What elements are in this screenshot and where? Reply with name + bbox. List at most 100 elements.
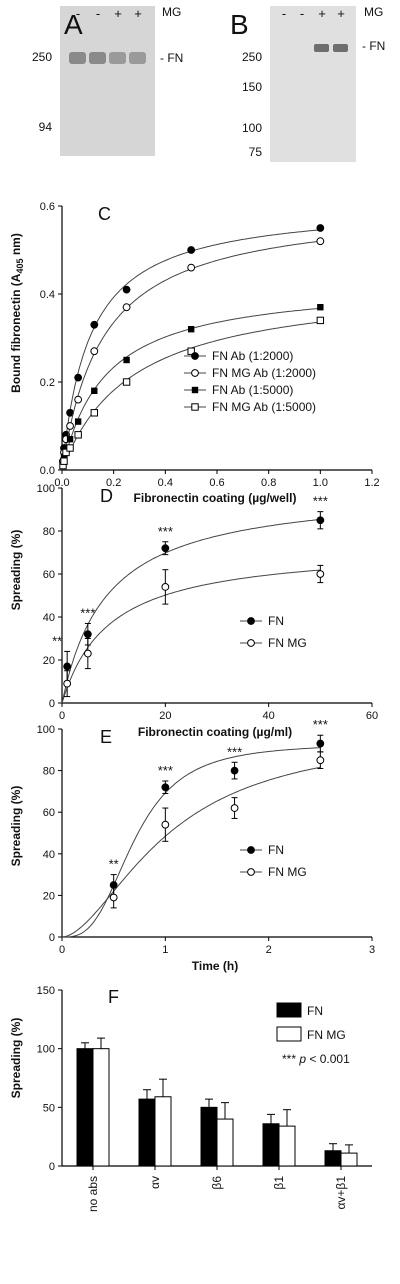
- chart-e-legend-label: FN MG: [268, 865, 307, 879]
- chart-f-bar: [262, 1123, 280, 1167]
- chart-e-y-tick-label: 80: [43, 766, 55, 778]
- chart-c-data-point: [74, 373, 83, 382]
- chart-f-legend-label: FN MG: [307, 1028, 346, 1042]
- chart-d-legend-marker: [247, 617, 255, 625]
- gel-b-lane-1: -: [282, 6, 286, 21]
- chart-c-data-point: [60, 453, 68, 460]
- chart-d-panel-letter: D: [100, 486, 113, 506]
- chart-e-data-point: [161, 820, 170, 829]
- chart-c-legend-label: FN Ab (1:2000): [212, 349, 293, 363]
- gel-b-band-3: [314, 44, 329, 52]
- gel-a-band-1: [69, 52, 86, 64]
- chart-c-legend-label: FN MG Ab (1:2000): [212, 366, 316, 380]
- chart-d-data-point: [316, 516, 325, 525]
- chart-c: C Fibronectin coating (µg/well) Bound fi…: [9, 201, 380, 505]
- chart-c-legend-marker: [191, 369, 199, 377]
- chart-e-y-tick-label: 100: [37, 724, 55, 736]
- chart-f-x-tick-label: β1: [272, 1176, 286, 1190]
- chart-f-panel-letter: F: [108, 987, 119, 1007]
- chart-e-x-tick-label: 1: [162, 944, 168, 956]
- chart-c-legend-marker: [191, 386, 199, 394]
- chart-e-legend-marker: [247, 846, 255, 854]
- gel-a-lane-4: +: [134, 6, 142, 21]
- chart-d-y-tick-label: 40: [43, 612, 55, 624]
- chart-e-significance-marker: ***: [158, 763, 173, 778]
- chart-c-data-point: [317, 304, 324, 311]
- chart-c-data-point: [66, 422, 74, 430]
- chart-c-x-axis-label: Fibronectin coating (µg/well): [134, 491, 297, 505]
- gel-a-band-3: [109, 52, 126, 64]
- gel-a-lane-1: -: [76, 6, 80, 21]
- chart-f-significance-p: p: [298, 1052, 306, 1066]
- gel-b-band-label: - FN: [362, 39, 385, 53]
- chart-e-data-point: [161, 783, 170, 792]
- chart-c-legend-marker: [191, 352, 199, 360]
- gel-a-marker-94: 94: [39, 120, 53, 134]
- gel-b-marker-250: 250: [242, 50, 262, 64]
- chart-c-x-tick-label: 0.4: [158, 477, 173, 489]
- chart-c-data-point: [187, 263, 196, 272]
- chart-d-data-point: [63, 662, 72, 671]
- chart-c-data-point: [187, 326, 195, 333]
- chart-e-significance-marker: **: [109, 857, 119, 872]
- chart-c-data-point: [123, 356, 130, 364]
- chart-f-legend-swatch: [276, 1026, 302, 1042]
- chart-c-data-point: [316, 237, 325, 246]
- chart-d-x-tick-label: 60: [366, 710, 378, 722]
- chart-c-x-tick-label: 0.6: [209, 477, 224, 489]
- chart-d-fit-curve-2: [61, 569, 321, 704]
- chart-f-bar: [154, 1096, 172, 1167]
- chart-c-panel-letter: C: [98, 204, 111, 224]
- chart-c-y-axis-label-end: nm): [9, 233, 23, 258]
- chart-c-data-point: [122, 378, 131, 386]
- gel-a-lane-3: +: [114, 6, 122, 21]
- chart-d: D Fibronectin coating (µg/ml) Spreading …: [9, 483, 378, 739]
- chart-e-data-point: [230, 804, 239, 812]
- chart-e-fit-curve-1: [62, 747, 321, 938]
- chart-f-bar: [200, 1106, 218, 1167]
- chart-c-data-point: [62, 448, 70, 457]
- chart-e-y-tick-label: 40: [43, 849, 55, 861]
- gel-a-background: [60, 6, 155, 156]
- chart-c-data-point: [74, 431, 82, 439]
- gel-b-panel-letter: B: [230, 9, 249, 40]
- chart-f: F Spreading (%) *** p < 0.001 0 50 100 150 n…: [9, 985, 372, 1212]
- chart-e-y-axis-label: Spreading (%): [9, 786, 23, 867]
- chart-c-data-point: [91, 387, 98, 394]
- chart-c-data-point: [122, 303, 131, 312]
- chart-c-data-point: [90, 320, 99, 329]
- chart-e-x-tick-label: 0: [59, 944, 65, 956]
- gel-a-lane-header: MG: [162, 5, 181, 19]
- gel-b-marker-100: 100: [242, 121, 262, 135]
- chart-d-data-point: [83, 630, 92, 639]
- chart-f-legend-label: FN: [307, 1004, 323, 1018]
- chart-e-data-point: [230, 766, 239, 775]
- chart-f-significance-note: *** p < 0.001: [282, 1052, 350, 1066]
- chart-c-data-point: [122, 285, 131, 294]
- chart-d-data-point: [316, 570, 325, 578]
- chart-d-x-axis-label: Fibronectin coating (µg/ml): [138, 725, 292, 739]
- chart-c-y-tick-label: 0.2: [40, 377, 55, 389]
- chart-c-data-point: [74, 418, 82, 425]
- chart-f-legend-swatch: [276, 1002, 302, 1018]
- chart-e: E Time (h) Spreading (%) 0 1 2 3 0 20 40 60 80 10…: [9, 717, 375, 973]
- chart-f-bar: [92, 1048, 110, 1167]
- gel-a-band-label: - FN: [160, 51, 183, 65]
- chart-d-significance-marker: ***: [313, 494, 328, 509]
- chart-c-data-point: [187, 347, 195, 355]
- chart-f-bar: [340, 1152, 358, 1167]
- chart-f-x-tick-label: αv+β1: [334, 1176, 348, 1210]
- chart-f-y-tick-label: 50: [43, 1102, 55, 1114]
- chart-e-x-axis-label: Time (h): [192, 959, 238, 973]
- chart-d-y-axis-label: Spreading (%): [9, 530, 23, 611]
- chart-d-legend-marker: [247, 639, 255, 647]
- chart-d-legend-label: FN MG: [268, 636, 307, 650]
- gel-a-marker-250: 250: [32, 50, 52, 64]
- chart-c-y-axis-label-sub: 405: [15, 258, 25, 273]
- chart-c-x-tick-label: 0.8: [261, 477, 276, 489]
- chart-c-data-point: [62, 444, 70, 452]
- chart-e-y-tick-label: 20: [43, 890, 55, 902]
- chart-c-y-tick-label: 0.0: [40, 465, 55, 477]
- gel-b-lane-header: MG: [364, 5, 383, 19]
- chart-f-bar: [278, 1125, 296, 1167]
